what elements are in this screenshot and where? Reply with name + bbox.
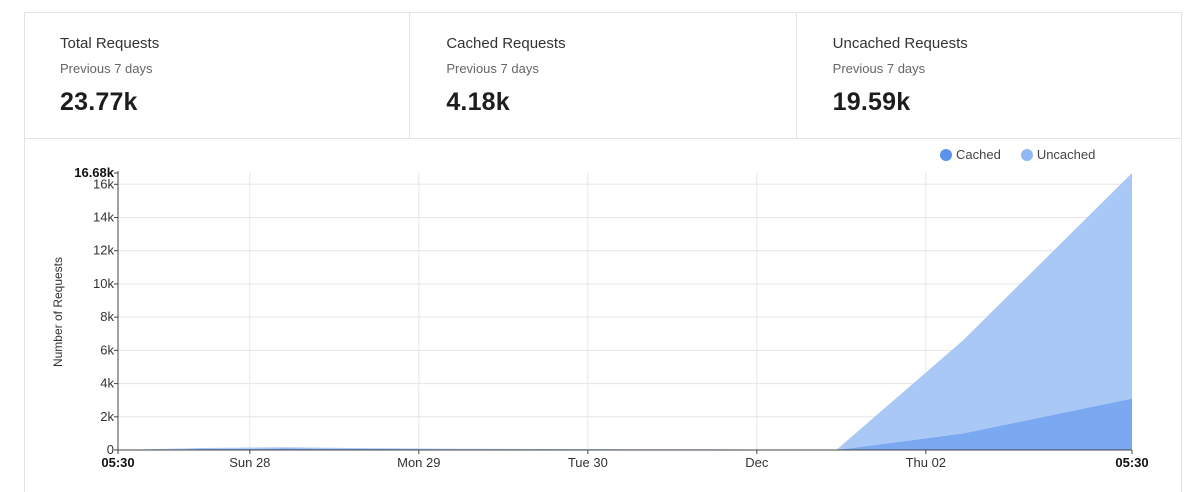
stat-title: Uncached Requests	[832, 35, 968, 52]
chart-areas	[118, 173, 1132, 450]
y-tick-label: 12k	[93, 243, 114, 258]
y-tick-label: 0	[107, 442, 114, 457]
legend-item-uncached[interactable]: Uncached	[1020, 147, 1096, 162]
y-tick-label: 6k	[100, 342, 114, 357]
y-tick-label: 14k	[93, 210, 114, 225]
chart-legend: Cached Uncached	[940, 147, 1095, 162]
legend-dot-cached	[940, 148, 952, 161]
stat-title: Total Requests	[60, 35, 160, 52]
legend-dot-uncached	[1020, 148, 1033, 161]
stats-row: Total Requests Previous 7 days 23.77k Ca…	[24, 12, 1182, 139]
area-series-uncached	[118, 173, 1132, 450]
stat-value: 23.77k	[60, 88, 138, 116]
y-tick-label: 4k	[100, 376, 114, 391]
stat-value: 4.18k	[446, 88, 510, 116]
area-series-cached	[118, 398, 1132, 450]
card-frame	[24, 12, 1182, 492]
stat-subtitle: Previous 7 days	[60, 61, 153, 76]
y-axis-label: Number of Requests	[51, 257, 65, 367]
stat-uncached-requests[interactable]: Uncached Requests Previous 7 days 19.59k	[795, 12, 1182, 138]
stat-subtitle: Previous 7 days	[832, 61, 926, 76]
y-max-label: 16.68k	[74, 165, 115, 180]
x-tick-label: Mon 29	[397, 455, 440, 470]
y-tick-label: 10k	[93, 276, 114, 291]
x-tick-label: Thu 02	[906, 455, 946, 470]
y-tick-label: 16k	[93, 176, 114, 191]
legend-label: Uncached	[1036, 147, 1096, 162]
stat-value: 19.59k	[832, 88, 911, 116]
x-tick-label: 05:30	[1115, 455, 1148, 470]
x-tick-label: Sun 28	[229, 455, 270, 470]
stat-title: Cached Requests	[446, 35, 566, 52]
y-tick-label: 8k	[100, 309, 114, 324]
x-tick-label: Dec	[745, 455, 769, 470]
stat-cached-requests[interactable]: Cached Requests Previous 7 days 4.18k	[409, 12, 795, 138]
x-tick-label: Tue 30	[568, 455, 608, 470]
y-tick-label: 2k	[100, 409, 114, 424]
legend-label: Cached	[956, 147, 1001, 162]
x-tick-label: 05:30	[101, 455, 134, 470]
stat-subtitle: Previous 7 days	[446, 61, 539, 76]
legend-item-cached[interactable]: Cached	[940, 147, 1001, 162]
stat-total-requests[interactable]: Total Requests Previous 7 days 23.77k	[24, 12, 409, 138]
